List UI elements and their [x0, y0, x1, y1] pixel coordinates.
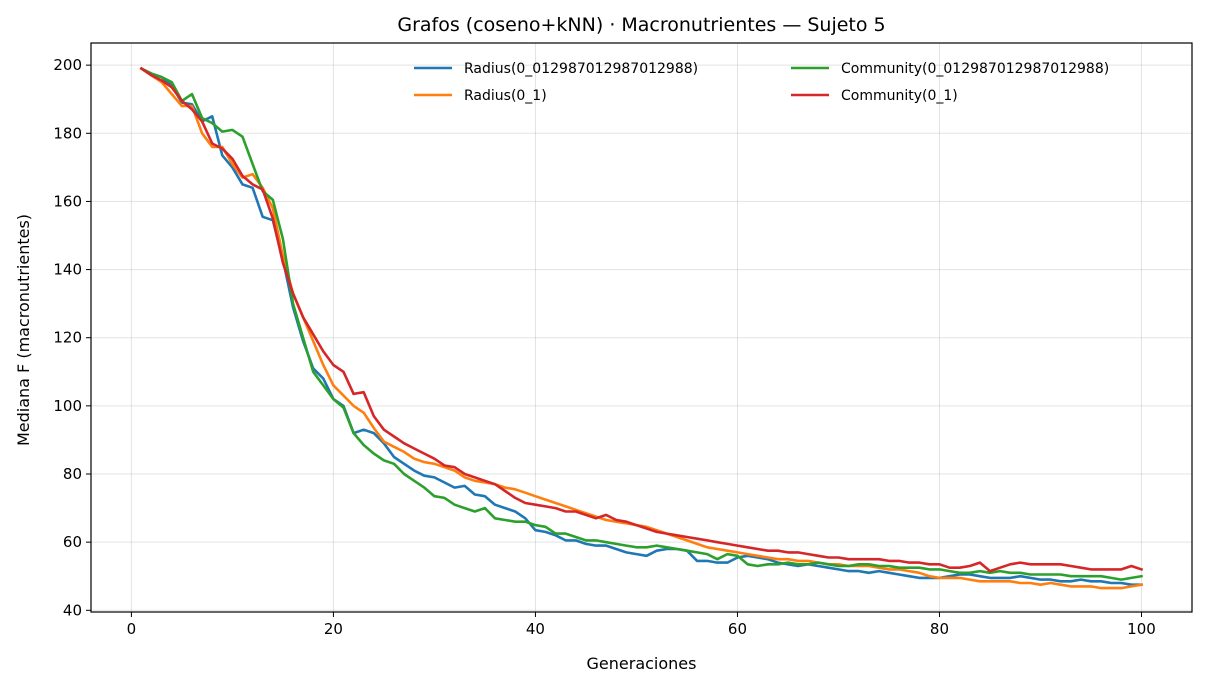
- plot-frame: [90, 42, 1193, 613]
- y-tick-label: 60: [63, 533, 82, 551]
- series-line-3: [139, 66, 1143, 581]
- legend-item: Community(0_012987012987012988): [791, 61, 1109, 77]
- y-tick-label: 100: [53, 397, 82, 415]
- y-tick-label: 180: [53, 124, 82, 142]
- x-tick-label: 0: [127, 620, 137, 638]
- y-tick-label: 140: [53, 261, 82, 279]
- y-tick-label: 40: [63, 601, 82, 619]
- x-tick-label: 40: [526, 620, 545, 638]
- x-tick-label: 80: [930, 620, 949, 638]
- legend-label: Community(0_012987012987012988): [841, 61, 1109, 77]
- legend-item: Radius(0_012987012987012988): [414, 61, 698, 77]
- x-tick-label: 60: [728, 620, 747, 638]
- legend-label: Radius(0_1): [464, 88, 547, 104]
- data-series: [139, 66, 1144, 590]
- x-tick-label: 20: [324, 620, 343, 638]
- y-axis-label: Mediana F (macronutrientes): [14, 214, 33, 446]
- chart-title: Grafos (coseno+kNN) · Macronutrientes — …: [397, 14, 885, 36]
- series-line-4: [139, 66, 1144, 573]
- x-tick-label: 100: [1127, 620, 1156, 638]
- x-axis-label: Generaciones: [587, 654, 697, 673]
- axis-ticks: 0 20 40 60 80 100 40 60 80 100 120 140 160 180 200: [53, 56, 1155, 638]
- y-tick-label: 160: [53, 192, 82, 210]
- legend-item: Community(0_1): [791, 88, 958, 104]
- y-tick-label: 80: [63, 465, 82, 483]
- y-tick-label: 200: [53, 56, 82, 74]
- legend-item: Radius(0_1): [414, 88, 547, 104]
- legend: Radius(0_012987012987012988) Radius(0_1) C…: [414, 61, 1109, 104]
- grid-lines: [91, 43, 1192, 612]
- legend-label: Community(0_1): [841, 88, 958, 104]
- y-tick-label: 120: [53, 329, 82, 347]
- legend-label: Radius(0_012987012987012988): [464, 61, 698, 77]
